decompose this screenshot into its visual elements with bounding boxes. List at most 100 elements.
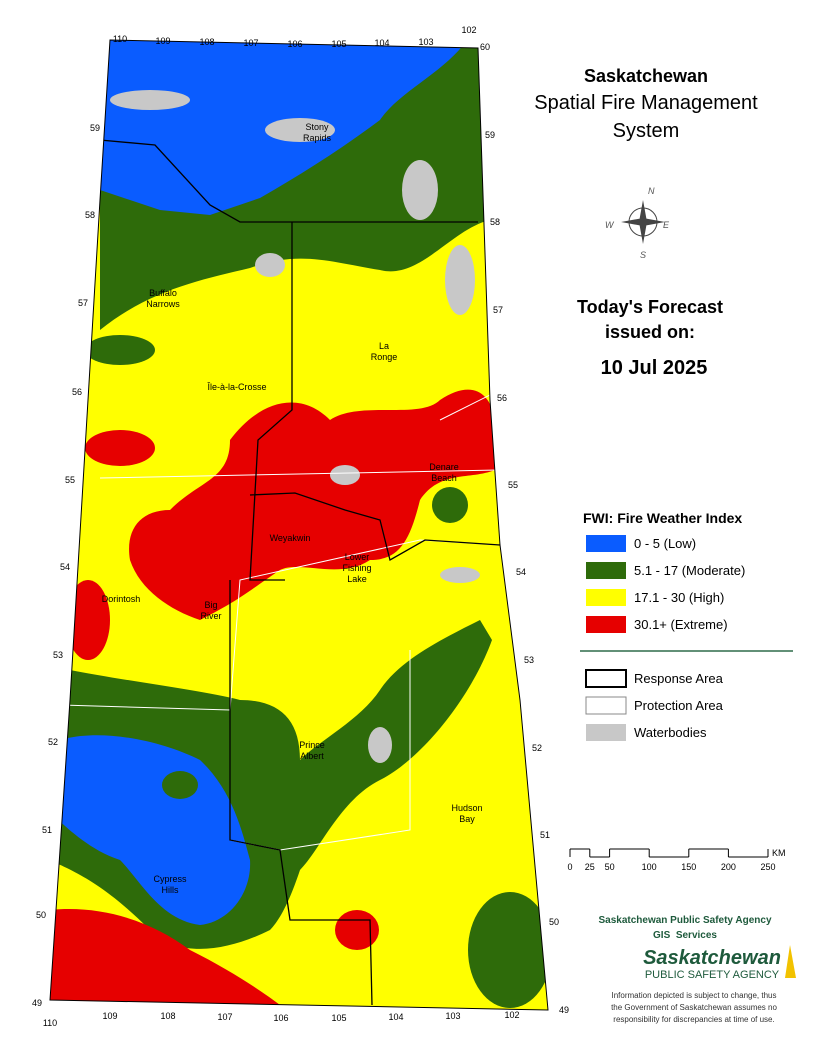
- place-label: Cypress: [153, 874, 187, 884]
- coord-label: 50: [549, 917, 559, 927]
- place-label: Albert: [300, 751, 324, 761]
- coord-label: 52: [48, 737, 58, 747]
- fwi-zone: [66, 580, 110, 660]
- coord-label: 51: [42, 825, 52, 835]
- scale-bar: 0 25 50 100 150 200 250 KM: [567, 848, 785, 872]
- protection-swatch: [585, 696, 627, 715]
- coord-label: 104: [374, 38, 389, 48]
- coord-label: 52: [532, 743, 542, 753]
- place-label: Stony: [305, 122, 329, 132]
- coord-label: 59: [485, 130, 495, 140]
- coord-label: 102: [461, 25, 476, 35]
- place-label: Narrows: [146, 299, 180, 309]
- legend-label: 17.1 - 30 (High): [634, 590, 724, 605]
- place-label: River: [200, 611, 221, 621]
- coord-label: 56: [72, 387, 82, 397]
- coord-label: 49: [559, 1005, 569, 1015]
- coord-label: 103: [418, 37, 433, 47]
- disclaimer: the Government of Saskatchewan assumes n…: [611, 1003, 777, 1012]
- place-label: Lake: [347, 574, 367, 584]
- place-label: Lower: [345, 552, 370, 562]
- compass-e: E: [663, 220, 670, 230]
- coord-label: 50: [36, 910, 46, 920]
- place-label: Rapids: [303, 133, 332, 143]
- legend-swatch: [586, 562, 626, 579]
- place-label: Ronge: [371, 352, 398, 362]
- disclaimer: responsibility for discrepancies at time…: [613, 1015, 774, 1024]
- place-label: Île-à-la-Crosse: [206, 382, 266, 392]
- coord-label: 109: [102, 1011, 117, 1021]
- legend-label: 0 - 5 (Low): [634, 536, 696, 551]
- logo-sub: PUBLIC SAFETY AGENCY: [645, 969, 780, 981]
- legend-label: Waterbodies: [634, 725, 707, 740]
- coord-label: 105: [331, 1013, 346, 1023]
- legend-swatch: [586, 535, 626, 552]
- compass-n: N: [648, 186, 655, 196]
- coord-label: 56: [497, 393, 507, 403]
- coord-label: 55: [508, 480, 518, 490]
- place-label: Buffalo: [149, 288, 177, 298]
- logo-name: Saskatchewan: [643, 947, 781, 969]
- agency-unit: GIS Services: [653, 930, 717, 941]
- scale-label: 100: [642, 862, 657, 872]
- coord-label: 106: [273, 1013, 288, 1023]
- legend-label: Response Area: [634, 671, 724, 686]
- fwi-zone: [335, 910, 379, 950]
- coord-label: 104: [388, 1012, 403, 1022]
- fwi-zone: [468, 892, 548, 1008]
- coord-label: 49: [32, 998, 42, 1008]
- disclaimer: Information depicted is subject to chang…: [612, 991, 777, 1000]
- coord-label: 58: [490, 217, 500, 227]
- coord-label: 108: [160, 1011, 175, 1021]
- coord-label: 55: [65, 475, 75, 485]
- coord-label: 107: [217, 1012, 232, 1022]
- legend-label: 30.1+ (Extreme): [634, 617, 728, 632]
- coord-label: 59: [90, 123, 100, 133]
- place-label: Beach: [431, 473, 457, 483]
- fwi-zone: [50, 909, 280, 1005]
- compass-w: W: [605, 220, 615, 230]
- compass-s: S: [640, 250, 646, 260]
- scale-unit: KM: [772, 848, 786, 858]
- coord-label: 108: [199, 37, 214, 47]
- place-label: La: [379, 341, 389, 351]
- scale-label: 50: [605, 862, 615, 872]
- fwi-zone: [432, 487, 468, 523]
- fwi-zone: [85, 335, 155, 365]
- coord-label: 53: [524, 655, 534, 665]
- scale-label: 150: [681, 862, 696, 872]
- coord-label: 53: [53, 650, 63, 660]
- coord-label: 102: [504, 1010, 519, 1020]
- scale-label: 200: [721, 862, 736, 872]
- coord-label: 51: [540, 830, 550, 840]
- place-label: Big: [204, 600, 217, 610]
- compass: N E S W: [605, 186, 670, 260]
- coord-label: 54: [60, 562, 70, 572]
- subtitle: Spatial Fire Management: [534, 92, 758, 114]
- fwi-zone: [129, 389, 496, 620]
- scale-label: 250: [760, 862, 775, 872]
- coord-label: 54: [516, 567, 526, 577]
- coord-label: 57: [78, 298, 88, 308]
- coord-label: 110: [43, 1018, 57, 1028]
- legend-label: 5.1 - 17 (Moderate): [634, 563, 745, 578]
- fwi-zone: [58, 735, 251, 925]
- legend-title: FWI: Fire Weather Index: [583, 510, 742, 526]
- place-label: Prince: [299, 740, 325, 750]
- forecast-line: issued on:: [605, 322, 695, 342]
- coord-label: 109: [155, 36, 170, 46]
- scale-label: 0: [567, 862, 572, 872]
- fwi-zone: [85, 430, 155, 466]
- scale-label: 25: [585, 862, 595, 872]
- coord-label: 60: [480, 42, 490, 52]
- place-label: Dorintosh: [102, 594, 141, 604]
- logo-mark: [785, 945, 796, 978]
- place-label: Hudson: [451, 803, 482, 813]
- place-label: Denare: [429, 462, 459, 472]
- fwi-zone: [162, 771, 198, 799]
- coord-label: 105: [331, 39, 346, 49]
- subtitle: System: [613, 120, 680, 142]
- coord-label: 106: [287, 39, 302, 49]
